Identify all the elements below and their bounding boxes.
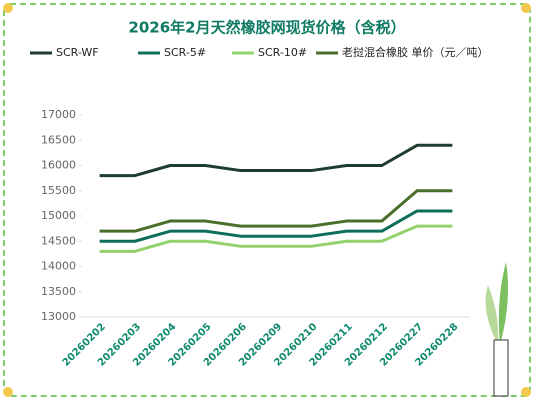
y-tick-label: 17000	[41, 108, 76, 121]
plant	[485, 262, 509, 397]
card-border	[3, 3, 531, 397]
y-tick-label: 16000	[41, 159, 76, 172]
legend-label: SCR-10#	[258, 46, 307, 59]
series-line	[99, 143, 453, 178]
corner-dot	[521, 387, 531, 397]
corner-dot	[521, 3, 531, 13]
corner-dot	[3, 3, 13, 13]
legend-label: SCR-5#	[164, 46, 206, 59]
y-tick-label: 13000	[41, 310, 76, 323]
y-tick-label: 14000	[41, 260, 76, 273]
corner-dot	[3, 387, 13, 397]
y-tick-label: 13500	[41, 285, 76, 298]
y-tick-label: 14500	[41, 234, 76, 247]
legend-label: SCR-WF	[56, 46, 99, 59]
chart-title: 2026年2月天然橡胶网现货价格（含税）	[128, 19, 405, 37]
series-line	[99, 224, 453, 253]
y-tick-label: 15000	[41, 209, 76, 222]
series-line	[99, 189, 453, 233]
y-tick-label: 16500	[41, 133, 76, 146]
legend-label: 老挝混合橡胶 单价（元／吨）	[342, 45, 489, 59]
y-tick-label: 15500	[41, 184, 76, 197]
series-line	[99, 209, 453, 243]
